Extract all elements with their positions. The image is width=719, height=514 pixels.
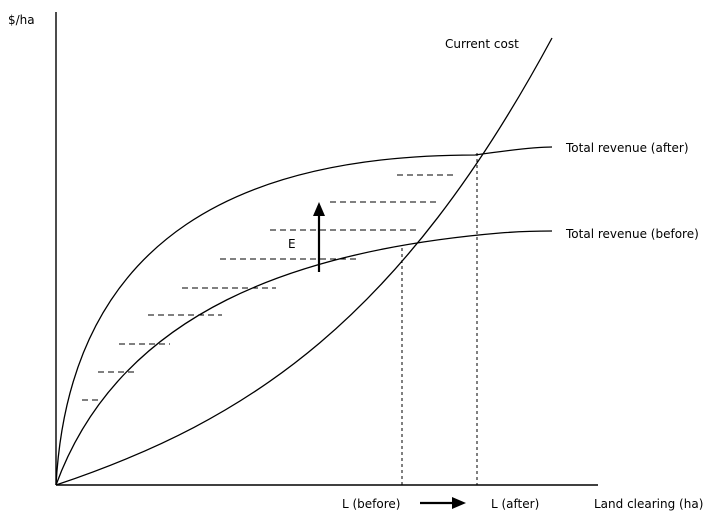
current-cost-label: Current cost [445, 37, 519, 51]
x-axis-label: Land clearing (ha) [594, 497, 703, 511]
hatch-lines [82, 174, 456, 401]
y-axis-label: $/ha [8, 13, 35, 27]
l-shift-arrow-head [452, 497, 466, 509]
revenue-before-label: Total revenue (before) [565, 227, 699, 241]
l-after-label: L (after) [491, 497, 539, 511]
l-before-label: L (before) [342, 497, 400, 511]
revenue-after-label: Total revenue (after) [565, 141, 689, 155]
current-cost-curve [55, 37, 553, 486]
shift-arrow-head [313, 202, 325, 216]
effect-label: E [288, 237, 296, 251]
revenue-after-curve [55, 146, 553, 486]
revenue-before-curve [55, 230, 553, 486]
